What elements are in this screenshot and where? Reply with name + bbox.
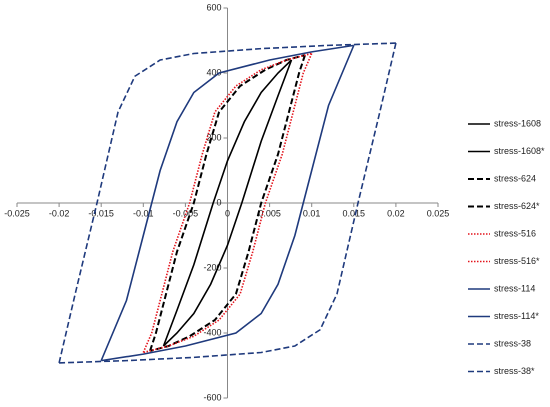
x-tick-label: 0.01 bbox=[303, 208, 321, 218]
y-tick-label: -400 bbox=[203, 327, 221, 337]
series-line bbox=[149, 54, 306, 352]
y-tick-label: 600 bbox=[206, 2, 221, 12]
x-tick-label: 0.02 bbox=[387, 208, 405, 218]
legend-label: stress-624 bbox=[494, 173, 536, 183]
legend-label: stress-114 bbox=[494, 283, 535, 293]
x-tick-label: 0.025 bbox=[427, 208, 450, 218]
series-line bbox=[149, 54, 306, 352]
x-tick-label: -0.025 bbox=[4, 208, 30, 218]
y-tick-label: 0 bbox=[216, 197, 221, 207]
x-tick-label: -0.015 bbox=[88, 208, 114, 218]
y-tick-label: -200 bbox=[203, 262, 221, 272]
legend-label: stress-38* bbox=[494, 366, 535, 376]
x-tick-label: 0 bbox=[225, 208, 230, 218]
legend-label: stress-516* bbox=[494, 256, 540, 266]
legend-label: stress-38 bbox=[494, 338, 531, 348]
legend-label: stress-624* bbox=[494, 201, 540, 211]
y-tick-label: 400 bbox=[206, 67, 221, 77]
series-line bbox=[142, 52, 312, 353]
series-line bbox=[162, 59, 293, 347]
y-tick-label: -600 bbox=[203, 392, 221, 402]
legend-label: stress-1608* bbox=[494, 146, 545, 156]
legend-label: stress-516 bbox=[494, 228, 536, 238]
legend-label: stress-114* bbox=[494, 311, 539, 321]
series-line bbox=[58, 42, 396, 364]
x-tick-label: -0.01 bbox=[133, 208, 154, 218]
series-line bbox=[101, 45, 355, 362]
legend-label: stress-1608 bbox=[494, 118, 541, 128]
x-tick-label: 0.005 bbox=[258, 208, 281, 218]
x-tick-label: -0.005 bbox=[173, 208, 199, 218]
series-line bbox=[143, 53, 313, 354]
series-line bbox=[100, 44, 354, 361]
series-line bbox=[59, 42, 397, 364]
x-tick-label: 0.015 bbox=[343, 208, 366, 218]
y-tick-label: 200 bbox=[206, 132, 221, 142]
x-tick-label: -0.02 bbox=[49, 208, 70, 218]
series-line bbox=[162, 59, 293, 347]
